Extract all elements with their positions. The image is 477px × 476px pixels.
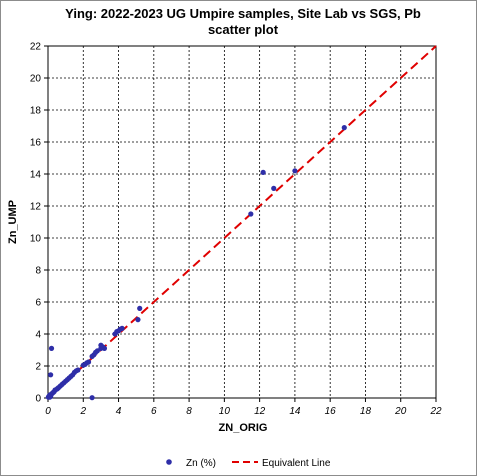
data-point (341, 125, 347, 131)
chart-subtitle: scatter plot (208, 22, 279, 37)
y-tick-label: 4 (35, 330, 41, 341)
y-tick-label: 2 (35, 362, 41, 373)
x-tick-label: 18 (360, 406, 372, 417)
data-point (135, 317, 141, 323)
data-point (248, 211, 254, 217)
x-tick-label: 8 (186, 406, 192, 417)
x-tick-label: 12 (254, 406, 266, 417)
data-point (89, 395, 95, 401)
y-tick-label: 0 (35, 394, 41, 405)
data-point (292, 168, 298, 174)
plot-area (47, 45, 437, 399)
y-tick-label: 18 (30, 106, 42, 117)
x-tick-label: 14 (289, 406, 301, 417)
axis-ticks: 0 2 4 6 8 10 12 14 16 18 20 22 0 2 4 6 8 10 12 14 16 18 20 22 (30, 42, 442, 418)
data-point (85, 359, 92, 365)
y-tick-label: 16 (30, 138, 42, 149)
data-point (260, 169, 266, 175)
data-point (271, 185, 277, 191)
y-tick-label: 14 (30, 170, 42, 181)
equivalent-line (47, 45, 437, 399)
data-point (75, 367, 81, 373)
data-point (137, 305, 143, 311)
y-tick-label: 12 (30, 202, 42, 213)
data-point (48, 372, 54, 378)
x-tick-label: 0 (45, 406, 51, 417)
y-tick-label: 6 (35, 298, 41, 309)
y-tick-label: 10 (30, 234, 42, 245)
x-tick-label: 22 (429, 406, 442, 417)
x-tick-label: 2 (79, 406, 86, 417)
data-point (48, 345, 55, 351)
y-axis-title: Zn_UMP (7, 200, 19, 244)
legend-label-zn: Zn (%) (186, 458, 216, 469)
x-tick-label: 4 (116, 406, 122, 417)
grid-lines (48, 46, 436, 398)
legend-marker-zn (166, 459, 172, 465)
x-tick-label: 10 (219, 406, 231, 417)
x-tick-label: 6 (151, 406, 157, 417)
x-axis-title: ZN_ORIG (219, 422, 268, 434)
y-tick-label: 8 (35, 266, 41, 277)
y-tick-label: 22 (30, 42, 42, 53)
legend: Zn (%) Equivalent Line (166, 458, 331, 469)
y-tick-label: 20 (30, 74, 42, 85)
x-tick-label: 20 (394, 406, 407, 417)
data-point (101, 345, 108, 351)
legend-label-equivalent-line: Equivalent Line (262, 458, 331, 469)
x-tick-label: 16 (325, 406, 337, 417)
data-point (119, 325, 125, 331)
chart-title: Ying: 2022-2023 UG Umpire samples, Site … (65, 6, 421, 21)
data-marks (45, 45, 437, 401)
